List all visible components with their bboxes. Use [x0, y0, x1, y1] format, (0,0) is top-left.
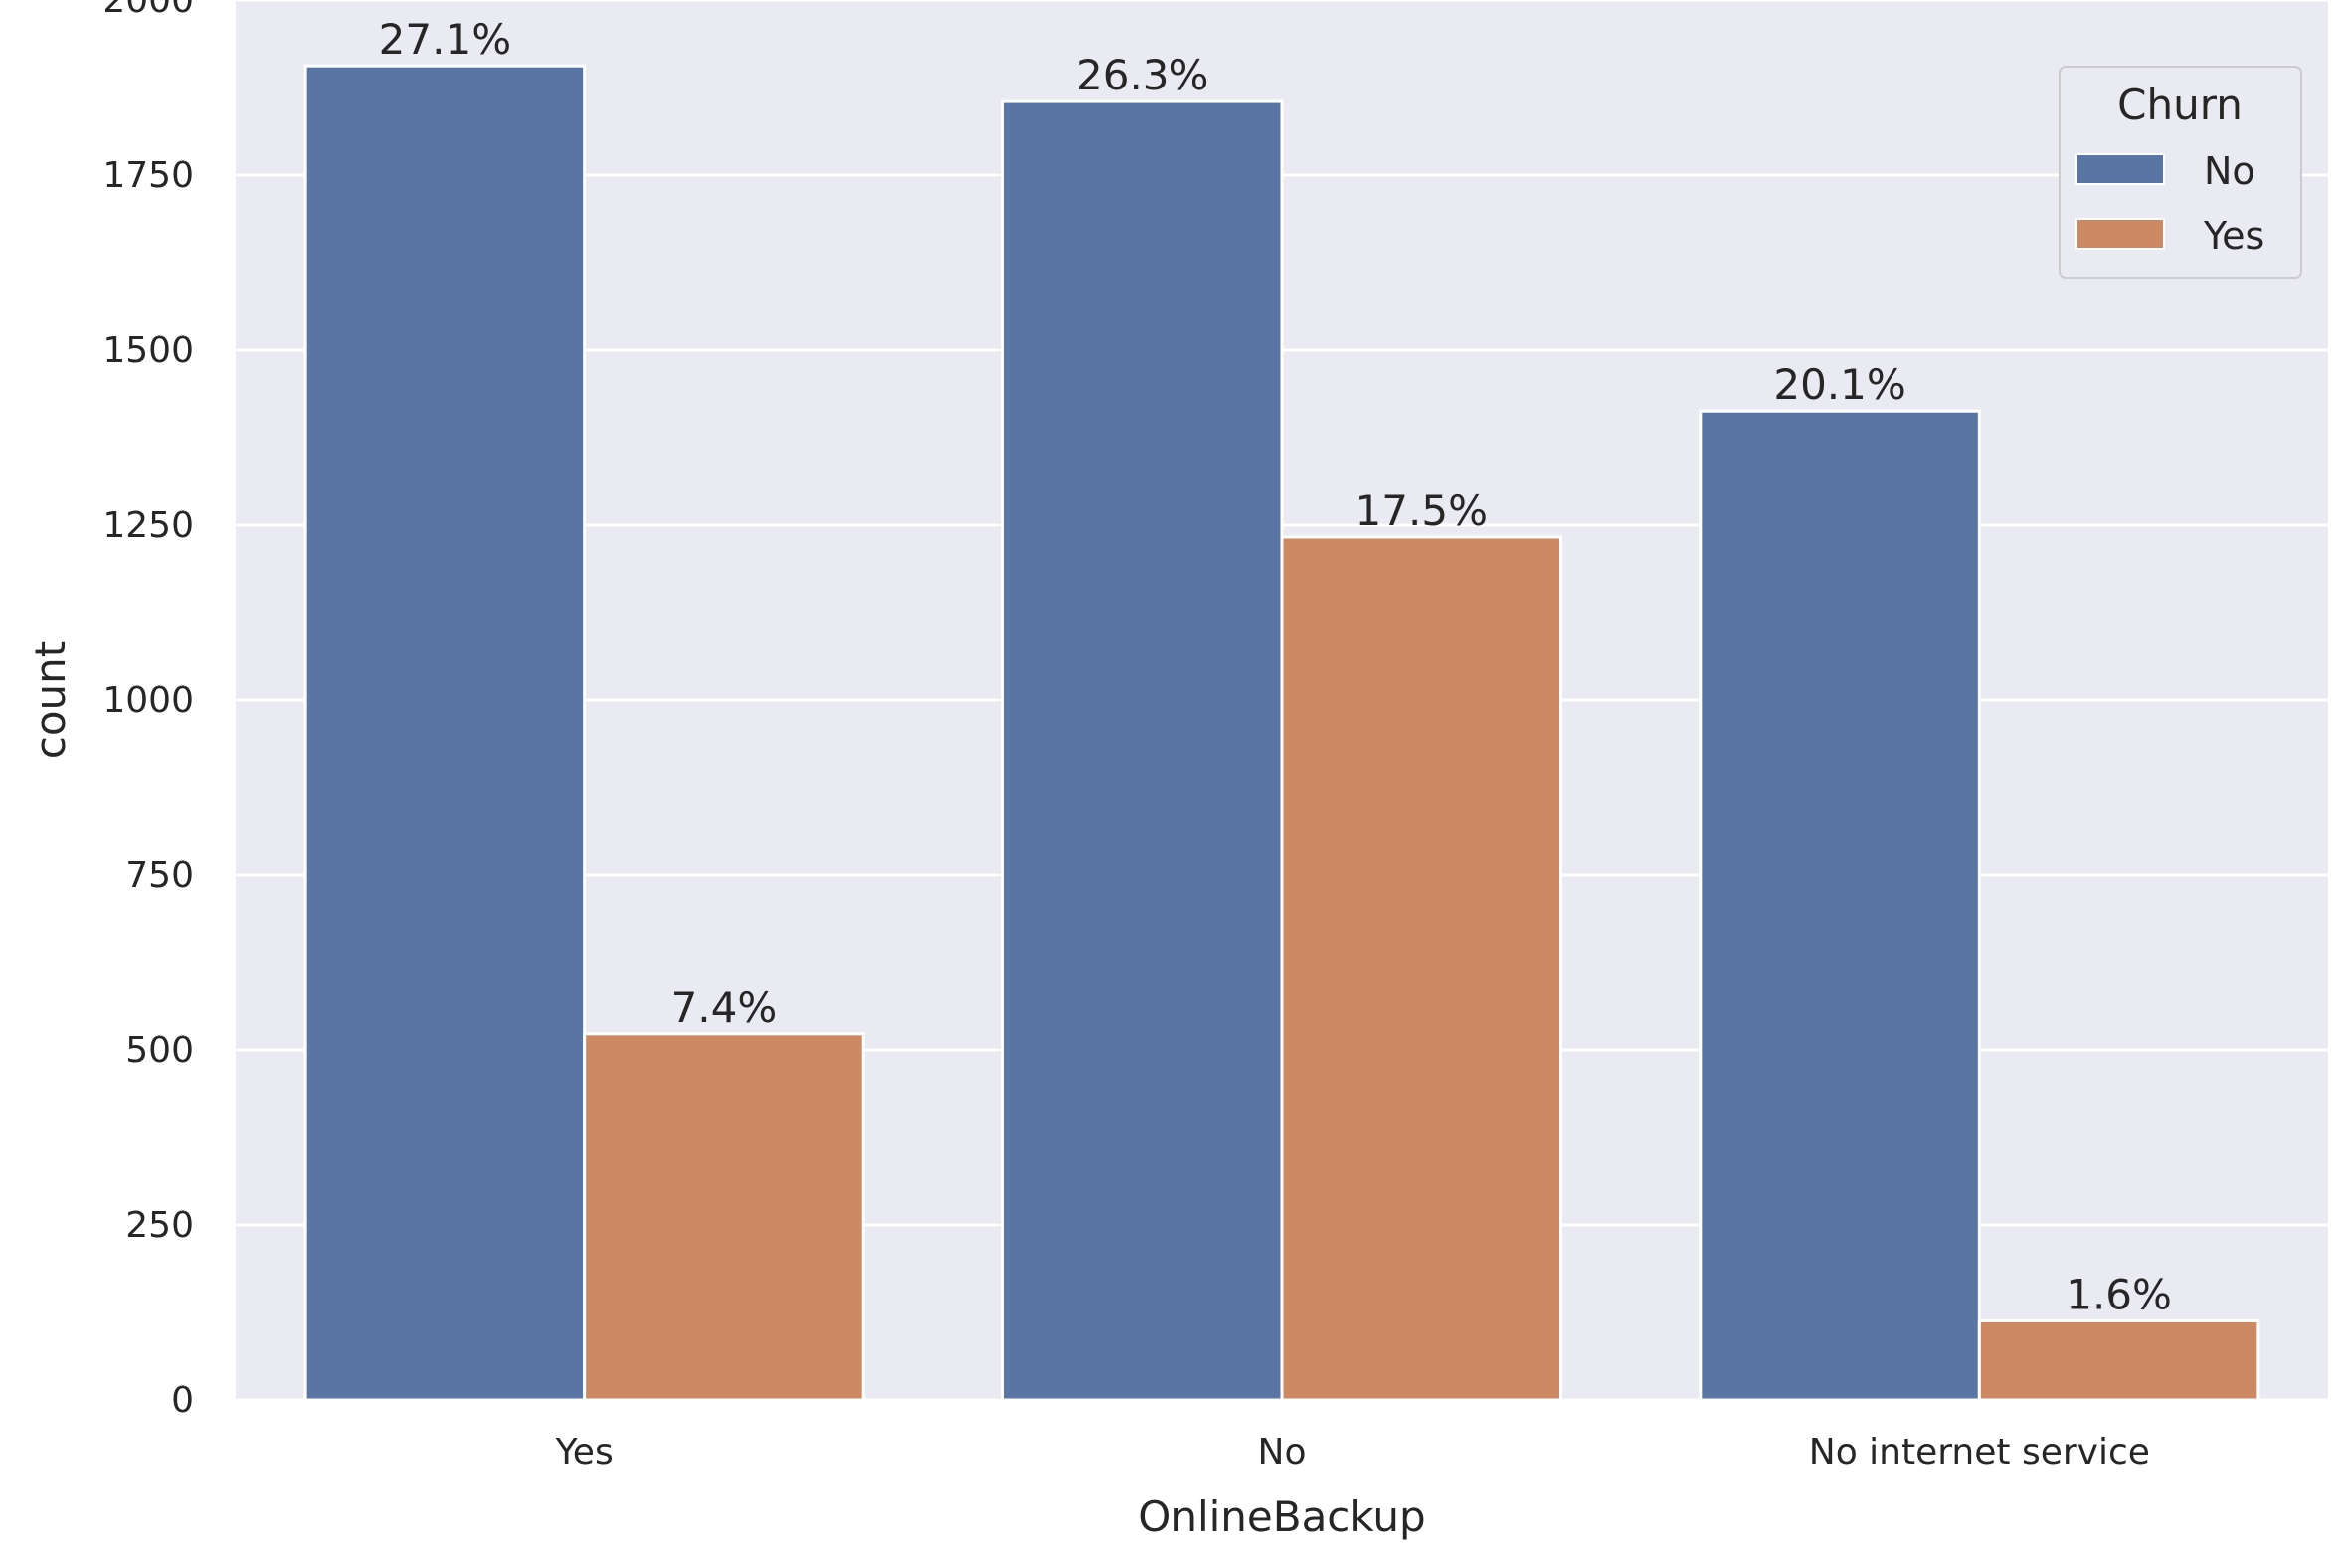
legend: Churn No Yes: [2059, 66, 2302, 279]
y-tick-label: 500: [125, 1030, 194, 1071]
y-tick-label: 1500: [102, 330, 194, 371]
legend-label-yes: Yes: [2203, 214, 2264, 258]
bar-yes-2: [1977, 1318, 2260, 1402]
bar-yes-1: [1280, 535, 1563, 1402]
x-axis-ticks: Yes No No internet service: [555, 1432, 2150, 1473]
legend-swatch-yes: [2075, 218, 2165, 250]
y-tick-label: 2000: [102, 0, 194, 21]
bar-data-label: 26.3%: [1076, 51, 1208, 99]
y-axis-ticks: 0 250 500 750 1000 1250 1500 1750 2000: [102, 0, 194, 1421]
bar-no-2: [1699, 409, 1981, 1402]
bar-no-1: [1000, 99, 1284, 1402]
y-tick-label: 1250: [102, 505, 194, 546]
x-tick-label: No internet service: [1809, 1432, 2150, 1473]
y-tick-label: 0: [171, 1380, 194, 1421]
bar-yes-0: [583, 1032, 865, 1402]
bar-data-label: 20.1%: [1773, 360, 1905, 409]
y-tick-label: 250: [125, 1205, 194, 1246]
x-tick-label: No: [1258, 1432, 1307, 1473]
y-tick-label: 1750: [102, 155, 194, 196]
bar-data-label: 17.5%: [1355, 486, 1488, 535]
bar-no-0: [303, 64, 587, 1402]
bar-labels: 27.1% 7.4% 26.3% 17.5% 20.1% 1.6%: [379, 15, 2172, 1318]
bar-data-label: 1.6%: [2066, 1270, 2172, 1318]
bar-data-label: 27.1%: [379, 15, 511, 64]
legend-swatch-no: [2075, 153, 2165, 185]
x-axis-title: OnlineBackup: [1138, 1492, 1425, 1541]
bar-data-label: 7.4%: [671, 983, 778, 1032]
y-axis-title: count: [26, 641, 75, 760]
legend-label-no: No: [2204, 149, 2255, 193]
bars: [303, 64, 2260, 1402]
y-tick-label: 1000: [102, 680, 194, 721]
x-tick-label: Yes: [555, 1432, 614, 1473]
y-tick-label: 750: [125, 855, 194, 896]
legend-title: Churn: [2117, 81, 2243, 129]
